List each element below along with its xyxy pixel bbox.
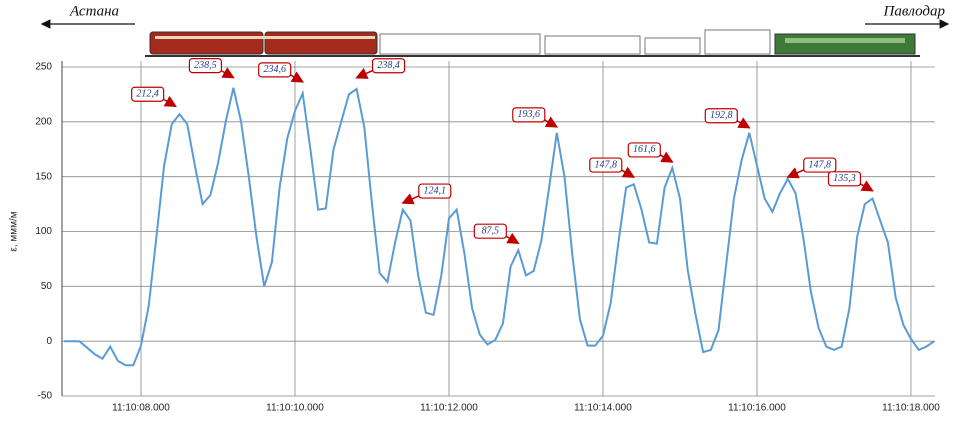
x-tick-label: 11:10:12.000 (420, 403, 478, 414)
annotation-label: 135,3 (833, 173, 856, 184)
annotation-label: 161,6 (633, 144, 656, 155)
y-tick-label: 200 (35, 116, 52, 127)
annotation: 192,8 (705, 109, 749, 128)
annotation: 161,6 (628, 143, 672, 162)
y-tick-label: 150 (35, 171, 52, 182)
train (145, 30, 920, 56)
annotation: 238,5 (189, 59, 233, 78)
annotation-arrow (357, 70, 375, 78)
annotation: 238,4 (357, 59, 405, 78)
annotation: 234,6 (259, 63, 303, 82)
annotation-label: 238,4 (377, 60, 400, 71)
x-tick-label: 11:10:18.000 (882, 403, 940, 414)
x-tick-label: 11:10:14.000 (574, 403, 632, 414)
y-tick-label: 0 (46, 336, 52, 347)
annotation-label: 87,5 (482, 226, 500, 237)
x-tick-label: 11:10:10.000 (266, 403, 324, 414)
annotation-arrow (788, 169, 806, 177)
annotation-label: 192,8 (710, 110, 733, 121)
annotation: 87,5 (474, 224, 518, 243)
y-tick-label: -50 (38, 391, 53, 402)
y-tick-label: 100 (35, 226, 52, 237)
direction-right: Павлодар (883, 3, 946, 19)
annotation: 135,3 (828, 172, 872, 191)
y-tick-label: 250 (35, 62, 52, 73)
annotation: 193,6 (513, 108, 557, 127)
x-tick-label: 11:10:08.000 (112, 403, 170, 414)
direction-left: Астана (69, 3, 119, 19)
x-tick-label: 11:10:16.000 (728, 403, 786, 414)
y-axis-label: ε, ммм/м (9, 211, 20, 251)
annotation-label: 193,6 (518, 109, 541, 120)
annotation-label: 147,8 (809, 159, 832, 170)
annotation: 124,1 (403, 184, 451, 203)
annotation-arrow (403, 195, 421, 203)
annotation-label: 147,8 (595, 159, 618, 170)
annotation-label: 234,6 (263, 64, 286, 75)
header: Астана Павлодар (42, 3, 948, 56)
annotation-label: 124,1 (424, 185, 447, 196)
y-tick-label: 50 (41, 281, 53, 292)
annotation: 212,4 (132, 87, 176, 106)
annotation-label: 238,5 (194, 60, 217, 71)
annotation: 147,8 (590, 158, 634, 177)
annotation-label: 212,4 (136, 89, 159, 100)
chart: Астана Павлодар -50 0 50 100 150 200 250 11:10:… (0, 0, 953, 423)
